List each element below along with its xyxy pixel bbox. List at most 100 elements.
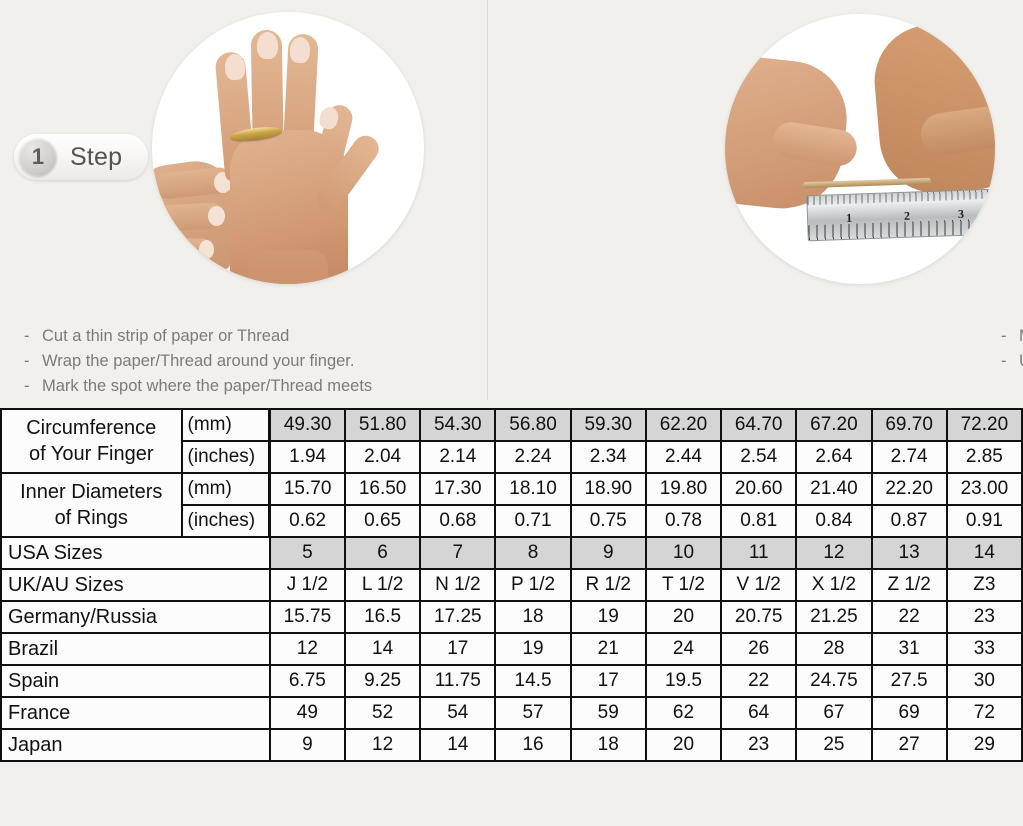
table-unit-label: (inches) [180, 504, 272, 538]
table-cell-value: 0.84 [795, 504, 873, 538]
list-item-text: Measure the length of the thread with yo… [1019, 327, 1023, 345]
table-cell-value: 20.60 [720, 472, 798, 506]
table-cell-value: 26 [720, 632, 798, 666]
ruler-icon: 1 2 3 [806, 188, 995, 242]
table-cell-value: 22 [870, 600, 948, 634]
table-cell-value: Z 1/2 [870, 568, 948, 602]
table-unit-label: (inches) [180, 440, 272, 474]
table-cell-value: 19 [494, 632, 572, 666]
table-row: USA Sizes 5 6 7 8 9 10 11 12 13 14 [0, 536, 1023, 570]
table-cell-value: 0.68 [419, 504, 497, 538]
table-cell-value: 52 [343, 696, 422, 730]
table-cell-value: 23 [945, 600, 1023, 634]
table-row: Japan 9 12 14 16 18 20 23 25 27 29 [0, 728, 1023, 762]
table-cell-value: 17.30 [419, 472, 497, 506]
table-cell-value: 1.94 [268, 440, 346, 474]
list-item: - Mark the spot where the paper/Thread me… [24, 374, 372, 399]
table-cell-value: 0.71 [494, 504, 572, 538]
table-cell-value: 12 [343, 728, 422, 762]
table-row: Brazil 12 14 17 19 21 24 26 28 31 33 [0, 632, 1023, 666]
table-row-label: Brazil [0, 632, 271, 666]
table-cell-value: 17 [419, 632, 497, 666]
table-cell-value: 14 [343, 632, 422, 666]
list-item-text: Mark the spot where the paper/Thread mee… [42, 377, 373, 395]
table-cell-value: 13 [870, 536, 948, 570]
table-row: Inner Diameters of Rings (mm) 15.70 16.50 17.… [0, 472, 1023, 538]
table-cell-value: 19.5 [644, 664, 723, 698]
table-cell-value: 14.5 [494, 664, 572, 698]
table-cell-value: 28 [795, 632, 873, 666]
table-cell-value: 5 [268, 536, 346, 570]
table-cell-value: V 1/2 [720, 568, 798, 602]
table-cell-value: 9.25 [343, 664, 422, 698]
table-cell-value: 20 [644, 728, 723, 762]
table-cell-value: 2.74 [870, 440, 948, 474]
table-cell-value: 69.70 [870, 408, 948, 442]
table-cell-value: 2.54 [720, 440, 798, 474]
table-cell-value: 59.30 [569, 408, 647, 442]
table-cell-value: X 1/2 [795, 568, 873, 602]
table-cell-value: 21.40 [795, 472, 873, 506]
panel-divider [487, 0, 488, 400]
table-group-label: Circumference of Your Finger [0, 408, 183, 474]
table-cell-value: 0.87 [870, 504, 948, 538]
table-row: (inches) 1.94 2.04 2.14 2.24 2.34 2.44 2.54 2.64… [1, 440, 1023, 474]
table-unit-label: (mm) [180, 408, 272, 442]
table-cell-value: 23 [720, 728, 798, 762]
table-cell-value: 22 [720, 664, 798, 698]
table-cell-value: 20.75 [720, 600, 798, 634]
table-cell-value: 25 [795, 728, 873, 762]
table-row-label: Germany/Russia [0, 600, 271, 634]
table-cell-value: 51.80 [343, 408, 422, 442]
table-row-label: UK/AU Sizes [0, 568, 271, 602]
table-cell-value: 9 [268, 728, 346, 762]
table-row-label: Japan [0, 728, 271, 762]
table-cell-value: 19.80 [644, 472, 723, 506]
step-1-panel: 1 Step - Cut a thin strip of paper or Thr… [0, 0, 487, 400]
table-cell-value: 0.65 [343, 504, 422, 538]
table-cell-value: 12 [268, 632, 346, 666]
table-cell-value: 27.5 [870, 664, 948, 698]
table-cell-value: 24.75 [795, 664, 873, 698]
table-unit-label: (mm) [180, 472, 272, 506]
table-cell-value: 57 [494, 696, 572, 730]
table-body: Circumference of Your Finger (mm) 49.30 51.8… [0, 408, 1023, 762]
table-cell-value: 72.20 [945, 408, 1023, 442]
table-cell-value: 12 [795, 536, 873, 570]
table-row-label: USA Sizes [0, 536, 271, 570]
table-cell-value: 2.34 [569, 440, 647, 474]
step-1-number: 1 [19, 138, 57, 176]
table-row: France 49 52 54 57 59 62 64 67 69 72 [0, 696, 1023, 730]
table-cell-value: 72 [945, 696, 1023, 730]
table-group-label: Inner Diameters of Rings [0, 472, 183, 538]
table-cell-value: 69 [870, 696, 948, 730]
table-cell-value: 23.00 [945, 472, 1023, 506]
wrist-shape [248, 250, 328, 284]
group-label-line-1: Inner Diameters [20, 481, 163, 503]
table-cell-value: 31 [870, 632, 948, 666]
step-2-panel: 1 2 3 2 Step -Measure the length of the … [488, 0, 1023, 400]
table-cell-value: 8 [494, 536, 572, 570]
table-cell-value: 67.20 [795, 408, 873, 442]
bullet-dash-icon: - [24, 352, 30, 370]
table-row: UK/AU Sizes J 1/2 L 1/2 N 1/2 P 1/2 R 1/2 T 1/… [0, 568, 1023, 602]
ruler-ticks-top [807, 189, 994, 206]
table-cell-value: 67 [795, 696, 873, 730]
list-item: - Measure the length of the thread with y… [1001, 324, 1023, 349]
list-item-text: Use the following chart to determine you… [1019, 352, 1023, 370]
table-cell-value: 17.25 [419, 600, 497, 634]
table-cell-value: 17 [569, 664, 647, 698]
table-cell-value: 64 [720, 696, 798, 730]
middle-fingernail [257, 32, 278, 59]
table-cell-value: 0.78 [644, 504, 723, 538]
table-cell-value: 22.20 [870, 472, 948, 506]
other-hand-nail-3 [199, 240, 214, 259]
table-cell-value: 59 [569, 696, 647, 730]
table-cell-value: 2.44 [644, 440, 723, 474]
step-1-instruction-list: - Cut a thin strip of paper or Thread - Wr… [24, 324, 372, 399]
table-cell-value: 15.75 [268, 600, 346, 634]
table-cell-value: 18 [569, 728, 647, 762]
table-cell-value: 18.90 [569, 472, 647, 506]
list-item-text: Wrap the paper/Thread around your finger… [42, 352, 355, 370]
